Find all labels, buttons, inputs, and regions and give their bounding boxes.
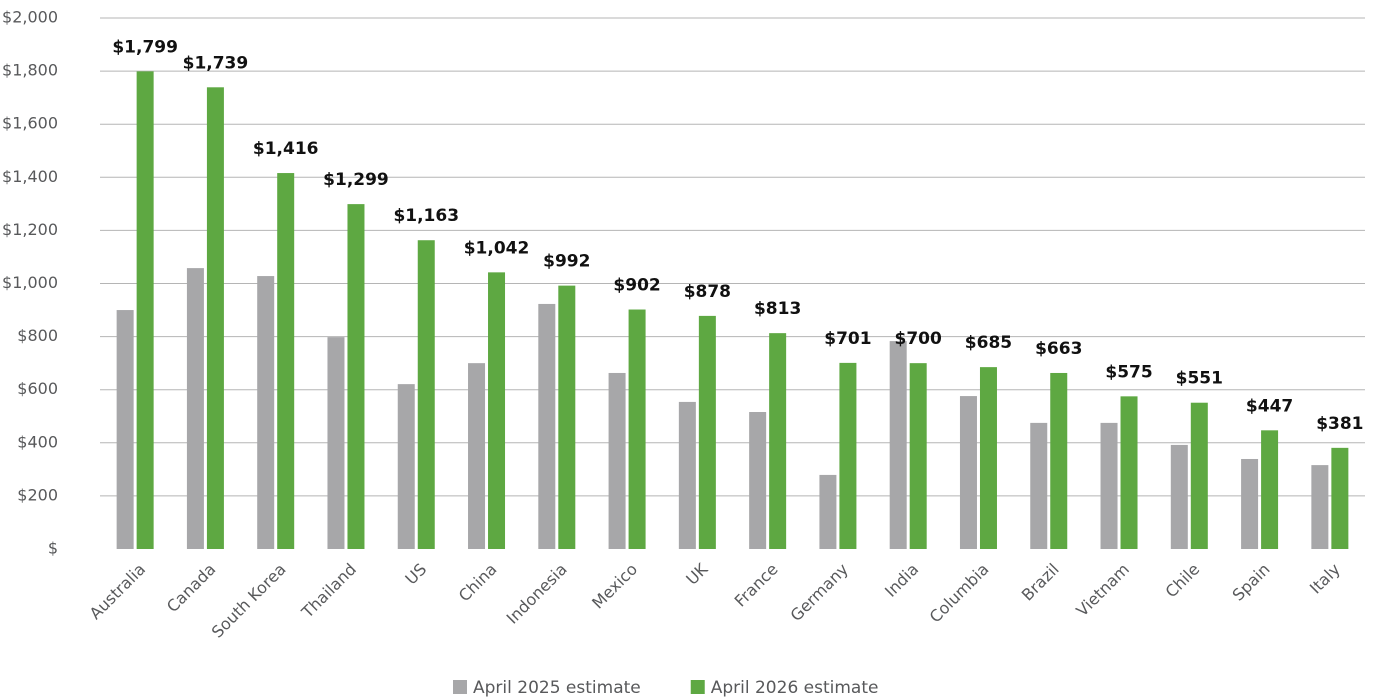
y-tick-label: $800: [17, 326, 58, 345]
y-tick-label: $2,000: [2, 8, 58, 27]
bar: [136, 71, 154, 549]
bar: [1241, 458, 1259, 549]
bar: [1120, 396, 1138, 549]
x-tick-label: India: [881, 560, 922, 601]
value-label: $447: [1246, 396, 1293, 416]
bar: [749, 412, 767, 549]
value-label: $701: [824, 329, 871, 349]
bar: [327, 337, 345, 549]
x-tick-label: Canada: [163, 560, 219, 616]
legend-swatch: [453, 680, 467, 694]
legend-swatch: [690, 680, 705, 694]
bar: [1190, 402, 1208, 549]
value-label: $1,042: [464, 238, 530, 258]
y-tick-label: $1,600: [2, 114, 58, 133]
value-label: $551: [1176, 369, 1223, 389]
value-label: $575: [1105, 362, 1152, 382]
value-label: $1,799: [112, 37, 178, 57]
bar: [417, 240, 435, 549]
value-label: $878: [684, 282, 731, 302]
value-label: $992: [543, 252, 590, 272]
value-label: $902: [613, 276, 660, 296]
x-tick-label: Germany: [786, 560, 851, 625]
y-tick-label: $400: [17, 432, 58, 451]
y-tick-label: $1,000: [2, 273, 58, 292]
x-tick-label: Brazil: [1018, 560, 1063, 605]
bar: [819, 474, 837, 549]
bar: [1331, 447, 1349, 549]
y-tick-label: $1,200: [2, 220, 58, 239]
value-label: $685: [965, 333, 1012, 353]
bar: [257, 276, 275, 549]
bar: [1100, 422, 1118, 549]
bar: [1261, 430, 1279, 549]
bar: [538, 303, 556, 549]
value-label: $663: [1035, 339, 1082, 359]
value-label: $813: [754, 299, 801, 319]
x-tick-label: Chile: [1162, 560, 1204, 602]
x-tick-label: France: [731, 560, 782, 611]
x-tick-label: Spain: [1229, 560, 1274, 605]
bar: [397, 384, 415, 549]
y-tick-label: $: [48, 539, 58, 558]
x-tick-label: Mexico: [588, 560, 641, 613]
bar: [468, 363, 486, 549]
bar: [628, 309, 646, 549]
bar: [1170, 444, 1188, 549]
value-label: $700: [895, 329, 942, 349]
bar: [769, 333, 787, 549]
bar: [889, 341, 907, 549]
x-tick-label: Columbia: [926, 560, 993, 627]
x-tick-label: South Korea: [208, 560, 290, 642]
x-tick-label: UK: [682, 559, 711, 588]
bar: [839, 362, 857, 549]
bar: [608, 372, 626, 549]
bar: [116, 310, 134, 549]
y-tick-label: $600: [17, 379, 58, 398]
value-label: $1,163: [393, 206, 459, 226]
bar: [1050, 372, 1068, 549]
bar: [277, 173, 295, 549]
y-tick-label: $200: [17, 485, 58, 504]
x-tick-label: Australia: [86, 560, 149, 623]
legend-label: April 2026 estimate: [711, 678, 879, 698]
x-tick-label: Indonesia: [503, 560, 571, 628]
value-label: $381: [1316, 414, 1363, 434]
value-label: $1,739: [183, 53, 249, 73]
y-tick-label: $1,400: [2, 167, 58, 186]
bar: [909, 363, 927, 549]
value-label: $1,416: [253, 139, 319, 159]
bar: [678, 401, 696, 549]
bar: [347, 204, 365, 550]
bar: [488, 272, 506, 549]
bar: [206, 87, 224, 549]
bar: [959, 396, 977, 549]
bar: [558, 285, 576, 549]
x-tick-label: Thailand: [297, 560, 360, 623]
value-label: $1,299: [323, 170, 389, 190]
bar: [1311, 465, 1329, 549]
legend-label: April 2025 estimate: [473, 678, 641, 698]
bar: [186, 268, 204, 549]
x-tick-label: Italy: [1306, 560, 1344, 598]
x-tick-label: China: [455, 560, 501, 606]
y-tick-label: $1,800: [2, 61, 58, 80]
bar: [979, 367, 997, 549]
x-tick-label: US: [401, 560, 430, 589]
bar: [698, 315, 716, 549]
x-tick-label: Vietnam: [1072, 560, 1133, 621]
bar: [1030, 422, 1048, 549]
